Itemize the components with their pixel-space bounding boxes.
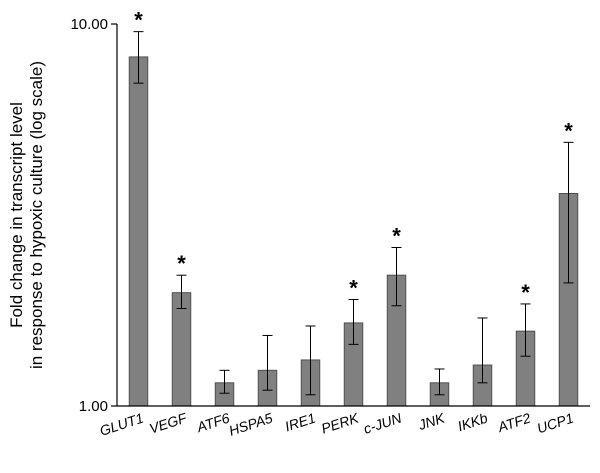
x-tick-label-ire1: IRE1	[283, 410, 318, 435]
y-tick-label-10-00: 10.00	[70, 16, 108, 33]
significance-star-c-jun: *	[392, 223, 401, 248]
x-tick-label-perk: PERK	[319, 409, 361, 436]
significance-star-atf2: *	[521, 280, 530, 305]
x-tick-label-ikkb: IKKb	[456, 410, 490, 435]
significance-star-vegf: *	[177, 251, 186, 276]
error-bars-layer	[133, 31, 574, 396]
x-tick-label-jnk: JNK	[415, 409, 447, 433]
bars-layer	[128, 56, 579, 407]
significance-layer: * * * * * *	[134, 8, 573, 305]
x-tick-label-vegf: VEGF	[147, 409, 190, 436]
x-tick-label-hspa5: HSPA5	[227, 410, 275, 439]
y-tick-label-1-00: 1.00	[79, 398, 108, 415]
bar-vegf	[171, 292, 192, 407]
y-ticks-layer: 1.00 10.00	[70, 16, 117, 415]
x-tick-label-c-jun: c-JUN	[361, 409, 404, 437]
significance-star-ucp1: *	[564, 118, 573, 143]
y-axis-label-line-1: Fold change in transcript level	[7, 102, 26, 328]
bar-glut1	[128, 56, 149, 407]
significance-star-glut1: *	[134, 8, 143, 33]
significance-star-perk: *	[349, 276, 358, 301]
axes-layer	[116, 24, 590, 407]
y-axis-label-line-2: in response to hypoxic culture (log scal…	[27, 61, 46, 369]
x-tick-label-ucp1: UCP1	[535, 410, 575, 437]
x-tick-label-atf6: ATF6	[194, 410, 232, 436]
x-tick-label-atf2: ATF2	[495, 410, 533, 436]
